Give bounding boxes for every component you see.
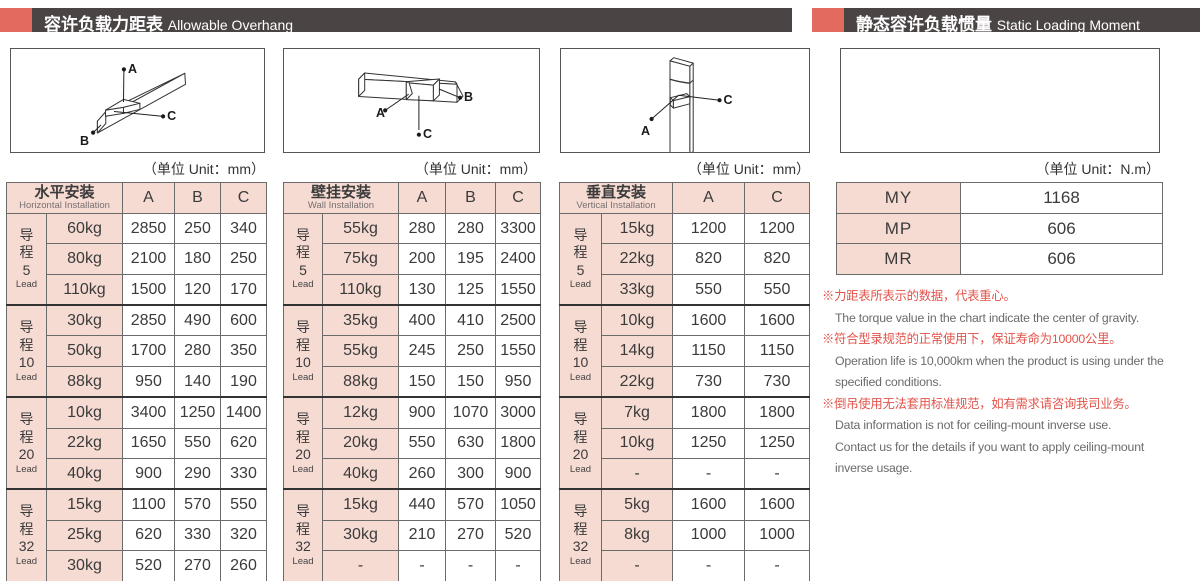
svg-text:A: A (641, 124, 650, 138)
svg-text:B: B (464, 90, 473, 104)
svg-text:A: A (128, 62, 137, 76)
svg-text:A: A (376, 106, 385, 120)
svg-text:C: C (724, 93, 733, 107)
svg-text:C: C (423, 127, 432, 141)
svg-text:B: B (80, 134, 89, 148)
svg-text:C: C (167, 109, 176, 123)
